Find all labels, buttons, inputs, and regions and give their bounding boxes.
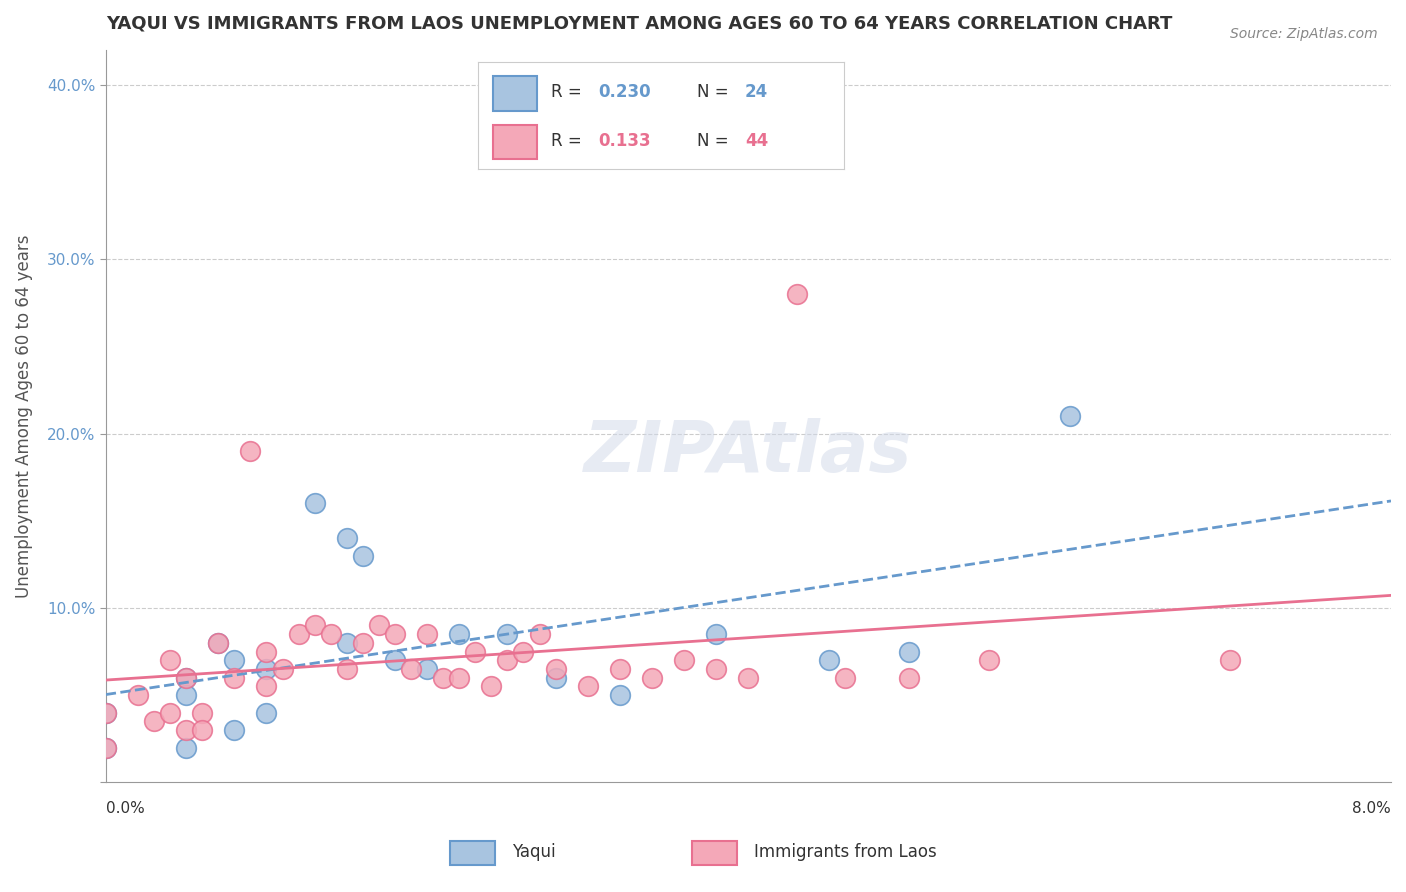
Text: YAQUI VS IMMIGRANTS FROM LAOS UNEMPLOYMENT AMONG AGES 60 TO 64 YEARS CORRELATION: YAQUI VS IMMIGRANTS FROM LAOS UNEMPLOYME… (105, 15, 1173, 33)
Point (174, 740, 197, 755)
Point (174, 688, 197, 702)
Point (174, 723, 197, 737)
Text: ZIPAtlas: ZIPAtlas (583, 418, 912, 487)
Point (544, 671, 567, 685)
Point (94, 740, 117, 755)
Point (512, 644, 534, 658)
Point (898, 644, 921, 658)
Point (224, 671, 246, 685)
Point (416, 662, 439, 676)
Point (367, 618, 389, 632)
Point (399, 662, 422, 676)
Point (544, 662, 567, 676)
Point (224, 723, 246, 737)
Text: Immigrants from Laos: Immigrants from Laos (754, 843, 936, 861)
Point (576, 680, 599, 694)
Point (817, 653, 839, 667)
Point (352, 636, 374, 650)
Point (224, 653, 246, 667)
FancyBboxPatch shape (492, 125, 537, 159)
Point (786, 287, 808, 301)
Point (529, 627, 551, 641)
Point (704, 627, 727, 641)
Point (336, 662, 359, 676)
Point (94, 740, 117, 755)
Point (479, 680, 502, 694)
Point (256, 662, 278, 676)
Point (352, 549, 374, 563)
Point (979, 653, 1001, 667)
Point (464, 644, 486, 658)
Text: 24: 24 (745, 84, 768, 102)
FancyBboxPatch shape (692, 840, 737, 865)
Point (174, 671, 197, 685)
Point (609, 688, 631, 702)
Point (271, 662, 294, 676)
Point (416, 627, 439, 641)
Point (496, 653, 519, 667)
Point (256, 644, 278, 658)
Point (239, 444, 262, 458)
Text: Source: ZipAtlas.com: Source: ZipAtlas.com (1230, 27, 1378, 41)
Point (304, 618, 326, 632)
Point (94, 706, 117, 720)
Point (449, 671, 471, 685)
Point (191, 706, 214, 720)
Point (304, 496, 326, 510)
Text: 44: 44 (745, 132, 768, 150)
Text: R =: R = (551, 132, 588, 150)
FancyBboxPatch shape (492, 77, 537, 111)
Point (191, 723, 214, 737)
Text: 0.0%: 0.0% (105, 801, 145, 815)
Point (704, 662, 727, 676)
Text: 0.230: 0.230 (599, 84, 651, 102)
Point (432, 671, 454, 685)
Point (673, 653, 696, 667)
Point (174, 671, 197, 685)
Point (127, 688, 149, 702)
Point (143, 714, 166, 729)
Text: N =: N = (697, 132, 734, 150)
Point (94, 706, 117, 720)
Y-axis label: Unemployment Among Ages 60 to 64 years: Unemployment Among Ages 60 to 64 years (15, 235, 32, 598)
Text: 8.0%: 8.0% (1353, 801, 1391, 815)
Text: 0.133: 0.133 (599, 132, 651, 150)
Point (256, 706, 278, 720)
Point (641, 671, 664, 685)
Point (159, 653, 181, 667)
Point (1059, 409, 1081, 423)
Point (256, 680, 278, 694)
Point (1219, 653, 1241, 667)
Point (609, 662, 631, 676)
Text: N =: N = (697, 84, 734, 102)
Point (449, 627, 471, 641)
Point (834, 671, 856, 685)
Point (737, 671, 759, 685)
Text: R =: R = (551, 84, 588, 102)
FancyBboxPatch shape (450, 840, 495, 865)
Point (898, 671, 921, 685)
Point (207, 636, 229, 650)
Point (159, 706, 181, 720)
Point (336, 531, 359, 545)
Point (384, 627, 406, 641)
Point (384, 653, 406, 667)
Text: Yaqui: Yaqui (512, 843, 555, 861)
Point (287, 627, 309, 641)
Point (319, 627, 342, 641)
Point (336, 636, 359, 650)
Point (496, 627, 519, 641)
Point (207, 636, 229, 650)
